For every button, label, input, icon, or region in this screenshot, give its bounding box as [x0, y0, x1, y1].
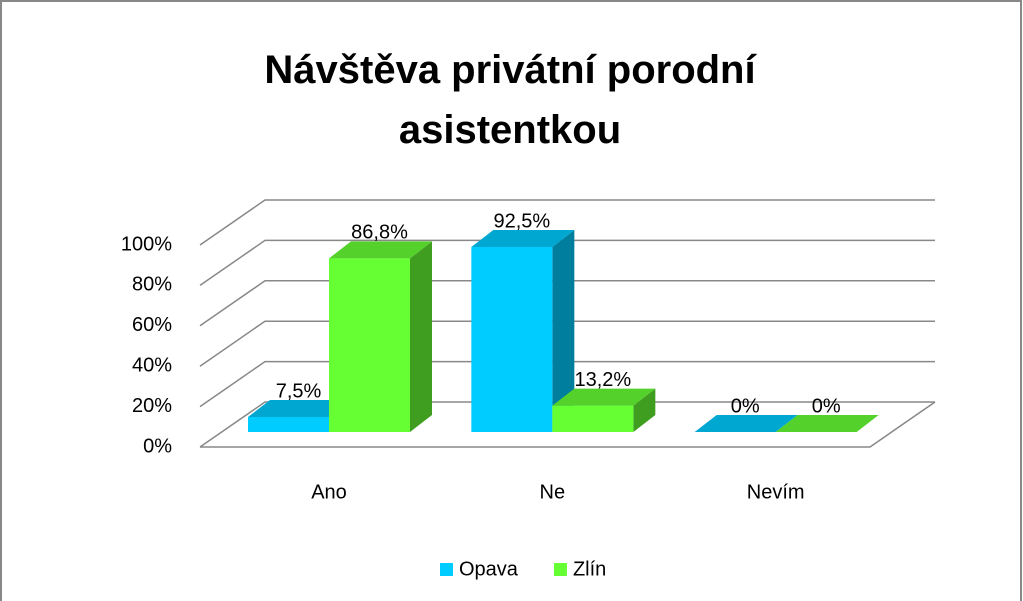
bar-side	[633, 388, 656, 432]
grid-line	[199, 320, 935, 367]
bar-top	[694, 415, 798, 432]
legend-label: Zlín	[573, 558, 606, 580]
floor	[200, 401, 936, 448]
legend-swatch	[440, 563, 453, 576]
bar-top	[248, 400, 351, 417]
value-label: 86,8%	[351, 222, 408, 244]
bar	[775, 415, 879, 432]
grid-line	[199, 239, 935, 287]
x-tick-label: Ano	[311, 481, 347, 503]
legend-label: Opava	[459, 558, 519, 580]
bar	[694, 415, 798, 432]
bar-side	[552, 230, 575, 432]
bar-front	[471, 247, 553, 432]
bar	[471, 230, 575, 432]
y-tick-label: 40%	[132, 354, 172, 376]
x-tick-label: Ne	[540, 481, 566, 503]
grid-line	[199, 199, 935, 246]
legend-swatch	[553, 563, 567, 576]
bar	[552, 388, 656, 432]
chart-title: Návštěva privátní porodní asistentkou	[264, 48, 756, 152]
y-tick-label: 60%	[132, 314, 172, 336]
grid-line	[199, 280, 935, 327]
bar-front	[552, 405, 634, 432]
y-tick-label: 20%	[132, 395, 172, 417]
y-tick-label: 0%	[143, 435, 172, 457]
grid-line	[199, 360, 935, 408]
x-tick-label: Nevím	[747, 481, 805, 503]
value-label: 92,5%	[493, 210, 550, 232]
value-label: 7,5%	[276, 380, 322, 402]
bar-front	[248, 417, 329, 432]
bar-top	[329, 241, 432, 259]
bar	[329, 241, 432, 432]
bar-side	[410, 241, 432, 432]
value-label: 13,2%	[574, 369, 631, 391]
value-label: 0%	[731, 395, 760, 417]
y-tick-label: 100%	[121, 233, 172, 255]
y-tick-label: 80%	[132, 274, 172, 296]
bar-top	[775, 415, 879, 432]
bar-front	[329, 258, 410, 432]
value-label: 0%	[812, 395, 841, 417]
grid-line	[199, 401, 935, 448]
bar-top	[552, 388, 656, 406]
bar-top	[471, 230, 575, 247]
